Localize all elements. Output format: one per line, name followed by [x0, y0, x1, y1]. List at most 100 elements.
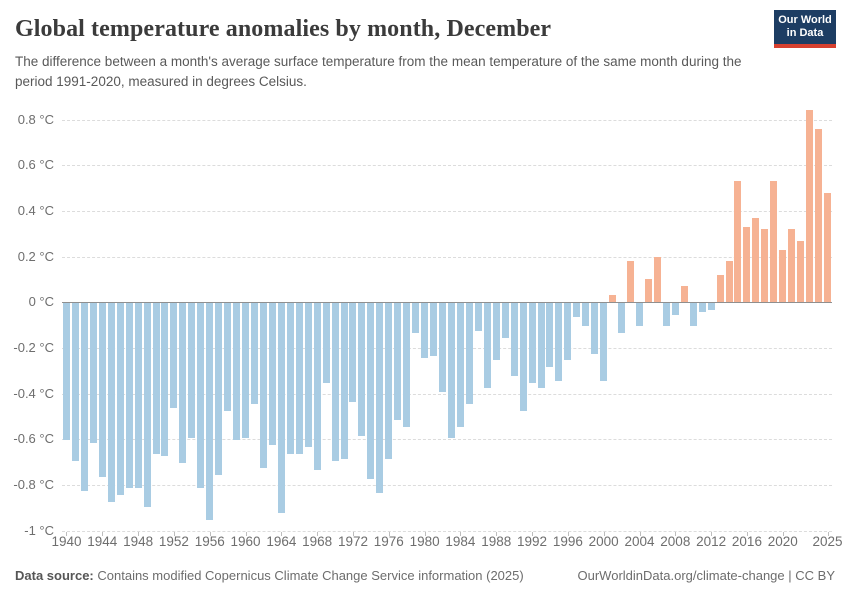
temperature-bar-1979[interactable]	[412, 303, 420, 333]
gridline	[62, 393, 832, 395]
temperature-bar-1953[interactable]	[179, 303, 187, 464]
temperature-bar-1993[interactable]	[537, 303, 545, 388]
y-axis-tick-label: -0.4 °C	[13, 385, 54, 401]
temperature-bar-1977[interactable]	[394, 303, 402, 420]
temperature-bar-2005[interactable]	[644, 279, 652, 303]
temperature-bar-1965[interactable]	[286, 303, 294, 455]
chart-footer: Data source: Contains modified Copernicu…	[15, 568, 835, 583]
temperature-bar-1967[interactable]	[304, 303, 312, 448]
temperature-bar-2007[interactable]	[662, 303, 670, 327]
temperature-bar-2014[interactable]	[725, 261, 733, 303]
temperature-bar-2015[interactable]	[734, 181, 742, 303]
gridline	[62, 530, 832, 532]
owid-link[interactable]: OurWorldinData.org/climate-change	[577, 568, 785, 583]
temperature-bar-2023[interactable]	[806, 110, 814, 303]
temperature-bar-1972[interactable]	[349, 303, 357, 402]
x-axis-tick	[138, 532, 140, 536]
temperature-bar-1990[interactable]	[510, 303, 518, 377]
temperature-bar-1982[interactable]	[439, 303, 447, 393]
temperature-bar-1945[interactable]	[107, 303, 115, 502]
temperature-bar-1961[interactable]	[251, 303, 258, 404]
temperature-bar-1941[interactable]	[71, 303, 79, 461]
temperature-bar-1947[interactable]	[125, 303, 133, 489]
temperature-bar-1971[interactable]	[340, 303, 348, 459]
temperature-bar-1985[interactable]	[465, 303, 473, 404]
temperature-bar-2018[interactable]	[761, 229, 769, 303]
temperature-bar-2002[interactable]	[618, 303, 626, 333]
x-axis-tick	[567, 532, 569, 536]
temperature-bar-2016[interactable]	[743, 226, 751, 303]
temperature-bar-1966[interactable]	[295, 303, 303, 455]
data-source: Data source: Contains modified Copernicu…	[15, 568, 524, 583]
temperature-bar-1955[interactable]	[197, 303, 205, 489]
temperature-bar-1998[interactable]	[582, 303, 590, 327]
temperature-bar-1976[interactable]	[385, 303, 393, 459]
temperature-bar-1996[interactable]	[564, 303, 572, 361]
temperature-bar-2001[interactable]	[609, 295, 617, 303]
temperature-bar-1974[interactable]	[367, 303, 375, 480]
temperature-bar-1994[interactable]	[546, 303, 554, 368]
temperature-bar-1997[interactable]	[573, 303, 581, 317]
temperature-bar-1987[interactable]	[483, 303, 491, 388]
temperature-bar-1962[interactable]	[259, 303, 267, 468]
temperature-bar-2013[interactable]	[716, 274, 724, 303]
temperature-bar-1942[interactable]	[80, 303, 88, 491]
temperature-bar-1989[interactable]	[501, 303, 509, 338]
temperature-bar-1986[interactable]	[474, 303, 482, 331]
temperature-bar-2011[interactable]	[698, 303, 706, 313]
temperature-bar-1943[interactable]	[89, 303, 97, 443]
temperature-bar-1964[interactable]	[277, 303, 285, 514]
temperature-bar-2000[interactable]	[600, 303, 608, 381]
owid-logo-line1: Our World	[778, 14, 832, 27]
temperature-bar-1968[interactable]	[313, 303, 321, 471]
x-axis-tick	[209, 532, 211, 536]
temperature-bar-1949[interactable]	[143, 303, 151, 507]
temperature-bar-2020[interactable]	[779, 249, 787, 303]
temperature-bar-1959[interactable]	[233, 303, 241, 441]
temperature-bar-1981[interactable]	[430, 303, 438, 356]
temperature-bar-2025[interactable]	[824, 192, 832, 303]
x-axis-tick-label: 1956	[194, 534, 225, 549]
temperature-bar-1948[interactable]	[134, 303, 142, 489]
x-axis-tick-label: 1996	[552, 534, 583, 549]
temperature-bar-1980[interactable]	[421, 303, 429, 359]
temperature-bar-2022[interactable]	[797, 240, 805, 303]
temperature-bar-2003[interactable]	[627, 261, 635, 303]
temperature-bar-1975[interactable]	[376, 303, 384, 493]
temperature-bar-2004[interactable]	[636, 303, 643, 327]
temperature-bar-1970[interactable]	[331, 303, 339, 461]
temperature-bar-2019[interactable]	[770, 181, 778, 303]
temperature-bar-1954[interactable]	[188, 303, 196, 439]
temperature-bar-1951[interactable]	[161, 303, 169, 457]
temperature-bar-2008[interactable]	[671, 303, 679, 315]
temperature-bar-1950[interactable]	[152, 303, 160, 455]
temperature-bar-1999[interactable]	[591, 303, 599, 354]
temperature-bar-1946[interactable]	[116, 303, 124, 496]
temperature-bar-1940[interactable]	[62, 303, 70, 441]
temperature-bar-1991[interactable]	[519, 303, 527, 411]
temperature-bar-1963[interactable]	[268, 303, 276, 445]
temperature-bar-2021[interactable]	[788, 229, 796, 303]
temperature-bar-1988[interactable]	[492, 303, 500, 361]
temperature-bar-2010[interactable]	[689, 303, 697, 327]
temperature-bar-1957[interactable]	[215, 303, 223, 475]
temperature-bar-1973[interactable]	[358, 303, 366, 436]
x-axis-tick-label: 1980	[409, 534, 440, 549]
temperature-bar-1944[interactable]	[98, 303, 106, 477]
temperature-bar-1983[interactable]	[447, 303, 455, 439]
temperature-bar-2024[interactable]	[815, 128, 823, 303]
temperature-bar-2017[interactable]	[752, 217, 760, 303]
temperature-bar-1978[interactable]	[403, 303, 411, 427]
temperature-bar-2009[interactable]	[680, 286, 688, 303]
temperature-bar-1952[interactable]	[170, 303, 178, 409]
temperature-bar-1995[interactable]	[555, 303, 563, 381]
temperature-bar-1960[interactable]	[242, 303, 250, 439]
temperature-bar-1984[interactable]	[456, 303, 464, 427]
temperature-bar-1958[interactable]	[224, 303, 232, 411]
temperature-bar-1969[interactable]	[322, 303, 330, 384]
temperature-bar-1992[interactable]	[528, 303, 536, 384]
temperature-bar-2012[interactable]	[707, 303, 715, 311]
temperature-bar-2006[interactable]	[653, 256, 661, 303]
temperature-bar-1956[interactable]	[206, 303, 214, 521]
